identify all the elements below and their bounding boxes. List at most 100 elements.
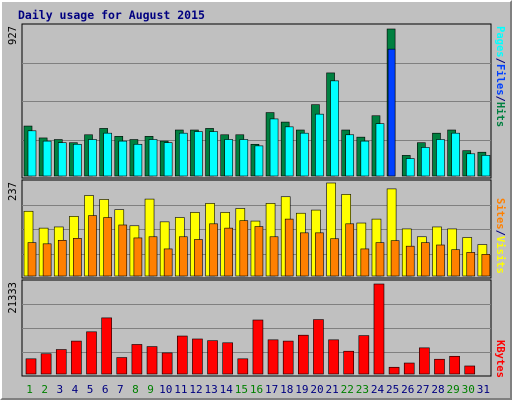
x-tick-label: 7 — [117, 383, 124, 396]
kbytes-bar — [373, 283, 385, 375]
kbytes-bar — [146, 346, 158, 375]
pages-bar — [194, 131, 203, 177]
x-tick-label: 5 — [87, 383, 94, 396]
x-tick-label: 14 — [220, 383, 234, 396]
x-tick-label: 29 — [447, 383, 460, 396]
sites-bar — [375, 242, 385, 277]
kbytes-bar — [343, 350, 355, 375]
pages-bar — [315, 113, 324, 177]
x-tick-label: 12 — [189, 383, 202, 396]
pages-bar — [375, 123, 385, 177]
x-tick-label: 4 — [72, 383, 79, 396]
sites-bar — [118, 224, 128, 277]
x-tick-label: 22 — [341, 383, 354, 396]
kbytes-bar — [358, 335, 370, 375]
x-tick-label: 27 — [416, 383, 429, 396]
x-tick-label: 9 — [147, 383, 154, 396]
kbytes-bar — [222, 342, 233, 375]
sites-bar — [209, 223, 218, 277]
x-tick-label: 25 — [386, 383, 399, 396]
chart-title: Daily usage for August 2015 — [18, 8, 205, 22]
kbytes-bar — [298, 334, 309, 375]
x-tick-label: 1 — [26, 383, 33, 396]
kbytes-bar — [282, 340, 294, 375]
sites-bar — [451, 249, 460, 277]
kbytes-bar — [25, 358, 37, 375]
pages-bar — [345, 134, 355, 177]
x-tick-label: 11 — [174, 383, 187, 396]
pages-bar — [254, 145, 264, 177]
x-tick-label: 20 — [310, 383, 323, 396]
sites-bar — [148, 236, 158, 277]
x-tick-label: 15 — [235, 383, 248, 396]
sites-bar — [178, 236, 188, 277]
side-label-part: Hits — [494, 102, 506, 127]
pages-bar — [133, 143, 143, 177]
y-max-label-sites-visits: 237 — [7, 182, 19, 201]
kbytes-bar — [86, 331, 97, 375]
pages-bar — [27, 130, 37, 177]
pages-bar — [360, 140, 370, 177]
pages-bar — [103, 132, 112, 177]
side-label-part: / — [494, 230, 506, 236]
kbytes-bar — [328, 339, 339, 375]
sites-bar — [421, 242, 430, 277]
pages-bar — [239, 139, 249, 177]
sites-bar — [300, 232, 309, 277]
pages-bar — [209, 131, 218, 177]
kbytes-bar — [55, 349, 67, 375]
pages-bar — [163, 142, 173, 177]
x-tick-label: 24 — [371, 383, 385, 396]
x-tick-label: 2 — [41, 383, 48, 396]
y-max-label-traffic: 927 — [7, 26, 19, 45]
files-bar — [387, 48, 396, 177]
sites-bar — [405, 245, 415, 277]
sites-bar — [436, 244, 445, 277]
sites-bar — [133, 237, 143, 277]
kbytes-bar — [131, 344, 143, 375]
sites-bar — [194, 239, 203, 277]
pages-bar — [330, 80, 339, 177]
kbytes-bar — [464, 365, 476, 375]
x-tick-label: 3 — [57, 383, 64, 396]
x-tick-label: 23 — [356, 383, 369, 396]
sites-bar — [390, 240, 400, 277]
pages-bar — [42, 140, 52, 177]
x-tick-label: 26 — [401, 383, 414, 396]
pages-bar — [148, 139, 158, 177]
side-label-part: KBytes — [494, 340, 506, 378]
x-tick-label: 6 — [102, 383, 109, 396]
pages-bar — [466, 153, 476, 177]
side-label-kbytes: KBytes — [494, 340, 506, 378]
side-label-traffic: Pages/Files/Hits — [494, 26, 506, 127]
side-label-part: Visits — [494, 236, 506, 274]
x-tick-label: 13 — [204, 383, 217, 396]
x-tick-label: 8 — [132, 383, 139, 396]
side-label-part: / — [494, 96, 506, 102]
kbytes-bar — [161, 352, 173, 375]
x-tick-label: 31 — [477, 383, 490, 396]
pages-bar — [73, 143, 82, 177]
sites-bar — [315, 232, 324, 277]
kbytes-bar — [207, 340, 218, 375]
x-tick-label: 16 — [250, 383, 263, 396]
pages-bar — [405, 158, 415, 177]
sites-bar — [345, 223, 355, 277]
pages-bar — [436, 139, 445, 177]
sites-bar — [27, 242, 37, 277]
pages-bar — [178, 132, 188, 177]
kbytes-bar — [252, 319, 264, 375]
side-label-part: Files — [494, 64, 506, 96]
kbytes-bar — [267, 339, 279, 375]
sites-bar — [57, 239, 67, 277]
kbytes-bar — [40, 353, 52, 375]
y-max-label-kbytes: 21333 — [7, 282, 19, 314]
pages-bar — [421, 147, 430, 177]
pages-bar — [481, 155, 491, 177]
x-tick-label: 21 — [326, 383, 339, 396]
kbytes-bar — [419, 347, 430, 375]
sites-bar — [224, 227, 233, 277]
pages-bar — [118, 140, 128, 177]
kbytes-bar — [313, 319, 324, 375]
